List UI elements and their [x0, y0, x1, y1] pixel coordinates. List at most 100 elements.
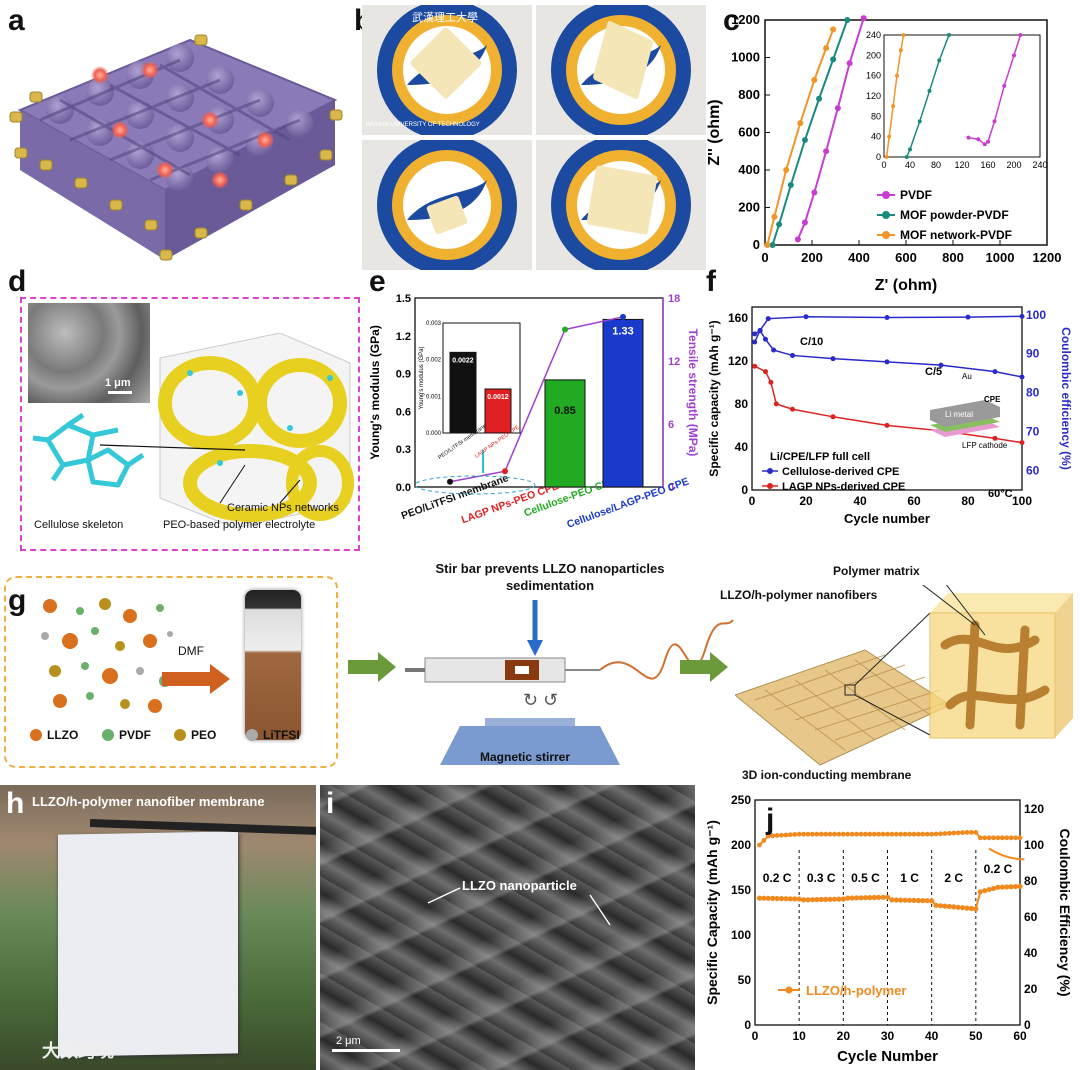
legend-dot	[30, 729, 42, 741]
legend-marker	[767, 468, 773, 474]
membrane-label: 3D ion-conducting membrane	[742, 768, 912, 782]
data-point	[830, 56, 837, 63]
data-point	[764, 242, 771, 248]
capacity-point	[876, 894, 882, 900]
efficiency-point	[1008, 835, 1014, 841]
y-tick-label: 160	[728, 311, 748, 325]
rate-label: C/5	[925, 366, 942, 378]
y-tick-label: 400	[738, 162, 760, 177]
efficiency-point	[969, 830, 974, 835]
bar	[544, 379, 586, 488]
capacity-point	[906, 897, 913, 903]
efficiency-point	[893, 831, 899, 837]
capacity-point	[840, 896, 846, 902]
capacity-point	[911, 897, 917, 903]
efficiency-point	[964, 830, 970, 835]
inset-y-tick-label: 80	[871, 111, 881, 121]
y-axis-label: Young's modulus (GPa)	[368, 325, 382, 460]
y2-tick-label: 80	[1024, 874, 1038, 888]
data-point	[769, 242, 776, 248]
inset-data-point	[986, 139, 990, 144]
legend-marker	[882, 211, 890, 219]
y-tick-label: 800	[738, 87, 760, 102]
rate-label: 1 C	[900, 871, 919, 885]
y-tick-label: 100	[731, 928, 751, 942]
panel-i-sem: i LLZO nanoparticle 2 μm	[320, 785, 695, 1070]
legend-dot	[102, 729, 114, 741]
y-axis-label: Specific Capacity (mAh g⁻¹)	[704, 820, 720, 1005]
y-tick-label: 40	[735, 440, 749, 454]
efficiency-point	[796, 831, 802, 837]
efficiency-point	[858, 831, 864, 837]
panel-a: a	[0, 0, 345, 275]
dmf-label: DMF	[178, 644, 204, 658]
cpe-label: CPE	[984, 395, 1001, 404]
capacity-point	[973, 906, 979, 912]
efficiency-point	[1017, 835, 1023, 841]
capacity-point	[1004, 884, 1010, 890]
y2-tick-label: 0	[668, 482, 674, 494]
capacity-point	[768, 379, 774, 385]
capacity-point	[849, 895, 855, 901]
data-point	[797, 120, 804, 127]
capacity-point	[800, 897, 807, 903]
efficiency-point	[818, 831, 824, 837]
efficiency-point	[884, 315, 890, 321]
x-tick-label: 50	[969, 1029, 983, 1043]
capacity-point	[929, 898, 935, 904]
efficiency-point	[942, 831, 948, 836]
capacity-point	[999, 884, 1005, 890]
capacity-point	[1019, 374, 1025, 380]
panel-label-h: h	[6, 787, 25, 820]
capacity-point	[867, 895, 873, 901]
data-point	[776, 221, 783, 228]
precursor-particle	[49, 665, 61, 677]
precursor-particle	[120, 699, 130, 709]
capacity-point	[871, 894, 877, 901]
label-cellulose-skeleton: Cellulose skeleton	[34, 519, 124, 531]
y2-tick-label: 0	[1024, 1018, 1031, 1032]
capacity-point	[884, 894, 891, 900]
precursor-particle	[143, 634, 157, 648]
y2-tick-label: 40	[1024, 946, 1038, 960]
efficiency-point	[814, 831, 820, 837]
capacity-point	[968, 905, 975, 912]
x-tick-label: 20	[799, 494, 813, 508]
x-tick-label: 60	[1013, 1029, 1027, 1043]
capacity-point	[774, 895, 780, 902]
panel-label-d: d	[8, 265, 27, 298]
inset-data-point	[927, 88, 932, 93]
legend-marker	[767, 483, 773, 489]
efficiency-point	[827, 831, 833, 837]
plot-frame	[751, 306, 1023, 491]
y2-tick-label: 80	[1026, 386, 1040, 400]
efficiency-point	[951, 830, 957, 836]
inset-bar	[484, 388, 512, 434]
capacity-point	[959, 905, 966, 911]
precursor-particle	[41, 632, 49, 640]
data-point	[834, 105, 841, 112]
y-tick-label: 0	[741, 483, 748, 497]
au-label: Au	[962, 372, 972, 381]
y-axis-label: Specific capacity (mAh g⁻¹)	[707, 320, 721, 476]
panel-label-f: f	[706, 265, 716, 298]
capacity-point	[933, 902, 939, 908]
capacity-point	[790, 406, 795, 412]
data-point	[844, 17, 851, 23]
capacity-point	[752, 331, 758, 337]
legend-item: PEO	[174, 728, 216, 742]
efficiency-point	[929, 831, 935, 837]
logo-photo-crumple	[536, 140, 706, 270]
panel-label-e: e	[369, 265, 386, 298]
y2-tick-label: 60	[1026, 464, 1040, 478]
data-point	[811, 189, 818, 196]
panel-label-c: c	[723, 4, 740, 37]
inset-y-axis-label: Young's modulus (GPa)	[419, 347, 425, 410]
efficiency-point	[863, 831, 868, 837]
inset-x-tick-label: 240	[1032, 160, 1047, 170]
mof-lattice-illustration	[9, 34, 343, 261]
inset-data-point	[982, 142, 987, 147]
capacity-point	[771, 347, 777, 353]
chart-e-mechanical: 0.0 0.3 0.6 0.9 1.2 1.5 0 6 12 18 Young's modulus …	[368, 293, 700, 531]
inset-x-tick-label: 120	[954, 160, 969, 170]
